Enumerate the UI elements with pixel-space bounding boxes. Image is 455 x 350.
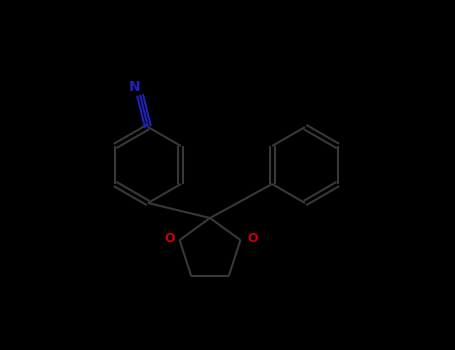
Text: N: N	[129, 80, 141, 94]
Text: O: O	[247, 232, 258, 245]
Text: O: O	[164, 232, 175, 245]
